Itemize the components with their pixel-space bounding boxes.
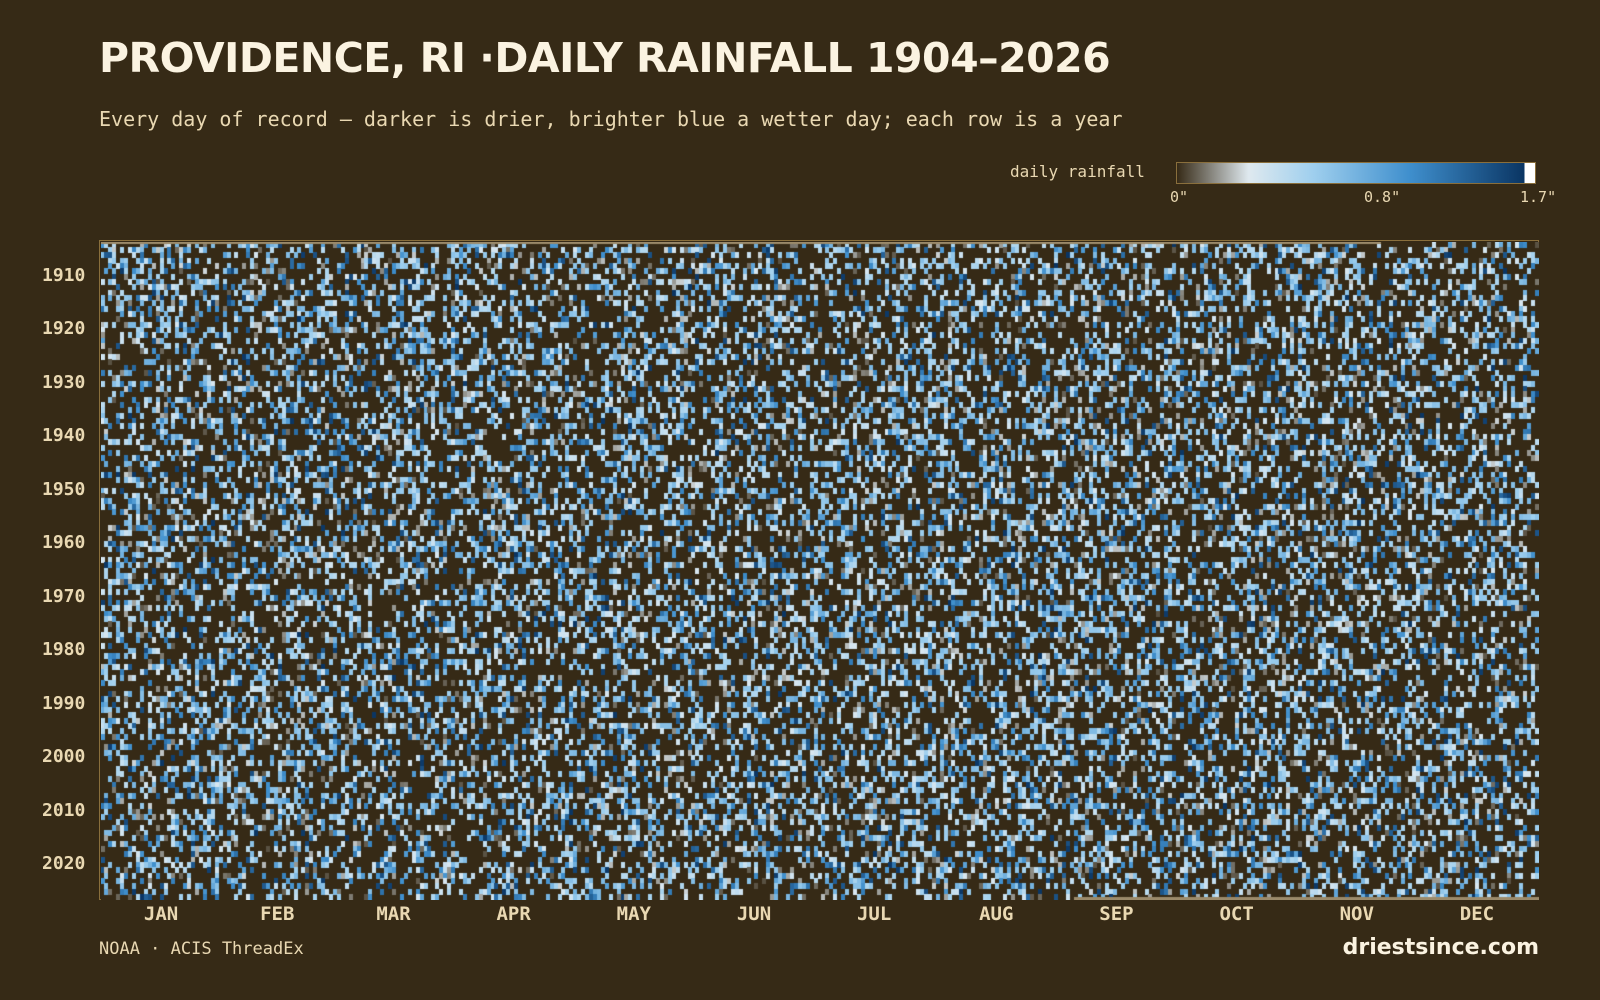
x-tick-label: DEC (1459, 903, 1495, 925)
x-tick-label: NOV (1339, 903, 1374, 925)
x-tick-label: OCT (1219, 903, 1254, 925)
x-tick-label: JAN (143, 903, 179, 925)
y-tick-label: 1970 (42, 585, 86, 607)
x-tick-label: SEP (1099, 903, 1134, 925)
y-tick-label: 1920 (42, 318, 86, 340)
y-tick-label: 2000 (42, 746, 86, 768)
legend-tick-max: 1.7" (1520, 188, 1557, 206)
y-tick-label: 1930 (42, 371, 86, 393)
x-tick-label: FEB (260, 903, 295, 925)
y-tick-label: 1950 (42, 478, 86, 500)
y-tick-label: 1940 (42, 425, 86, 447)
x-tick-label: MAY (616, 903, 651, 925)
legend-tick-min: 0" (1170, 188, 1189, 206)
x-tick-label: APR (496, 903, 531, 925)
legend-color-bar (1176, 162, 1536, 184)
data-source: NOAA · ACIS ThreadEx (99, 939, 304, 959)
site-brand[interactable]: driestsince.com (1342, 935, 1539, 960)
heatmap-cells (101, 242, 1539, 900)
y-tick-label: 1980 (42, 639, 86, 661)
x-tick-label: MAR (376, 903, 411, 925)
heatmap-plot-area (99, 240, 1539, 900)
legend-tick-mid: 0.8" (1364, 188, 1401, 206)
y-tick-label: 1990 (42, 692, 86, 714)
y-tick-label: 1960 (42, 532, 86, 554)
y-tick-label: 2020 (42, 853, 86, 875)
chart-subtitle: Every day of record — darker is drier, b… (99, 107, 1123, 131)
y-tick-label: 1910 (42, 264, 86, 286)
x-tick-label: JUN (736, 903, 772, 925)
x-tick-label: JUL (856, 903, 892, 925)
y-tick-label: 2010 (42, 799, 86, 821)
legend-label: daily rainfall (1010, 162, 1145, 181)
chart-title: PROVIDENCE, RI ·DAILY RAINFALL 1904–2026 (99, 34, 1111, 82)
x-tick-label: AUG (979, 903, 1014, 925)
